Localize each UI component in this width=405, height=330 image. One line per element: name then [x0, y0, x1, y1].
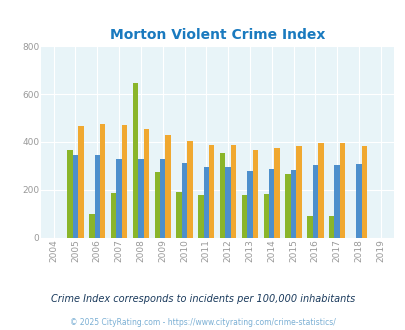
Bar — [230, 145, 236, 238]
Bar — [122, 125, 127, 238]
Title: Morton Violent Crime Index: Morton Violent Crime Index — [109, 28, 324, 42]
Bar — [355, 164, 361, 238]
Bar — [165, 135, 171, 238]
Bar — [290, 170, 296, 238]
Bar — [307, 216, 312, 238]
Bar — [285, 174, 290, 238]
Bar — [247, 171, 252, 238]
Bar — [160, 159, 165, 238]
Bar — [312, 165, 317, 238]
Bar — [274, 148, 279, 238]
Bar — [72, 155, 78, 238]
Bar — [203, 167, 209, 238]
Bar — [220, 153, 225, 238]
Bar — [111, 193, 116, 238]
Bar — [154, 172, 160, 238]
Bar — [317, 143, 323, 238]
Bar — [361, 146, 366, 238]
Bar — [334, 165, 339, 238]
Bar — [143, 129, 149, 238]
Bar — [328, 216, 334, 238]
Bar — [269, 169, 274, 238]
Bar — [181, 163, 187, 238]
Bar — [176, 192, 181, 238]
Bar — [67, 150, 72, 238]
Bar — [198, 195, 203, 238]
Bar — [132, 83, 138, 238]
Bar — [241, 195, 247, 238]
Bar — [339, 143, 345, 238]
Bar — [263, 194, 269, 238]
Text: Crime Index corresponds to incidents per 100,000 inhabitants: Crime Index corresponds to incidents per… — [51, 294, 354, 304]
Bar — [209, 145, 214, 238]
Bar — [100, 124, 105, 238]
Bar — [89, 214, 94, 238]
Bar — [78, 126, 83, 238]
Bar — [138, 159, 143, 238]
Bar — [116, 159, 121, 238]
Bar — [252, 149, 258, 238]
Bar — [94, 155, 100, 238]
Bar — [187, 141, 192, 238]
Bar — [296, 146, 301, 238]
Bar — [225, 167, 230, 238]
Text: © 2025 CityRating.com - https://www.cityrating.com/crime-statistics/: © 2025 CityRating.com - https://www.city… — [70, 318, 335, 327]
